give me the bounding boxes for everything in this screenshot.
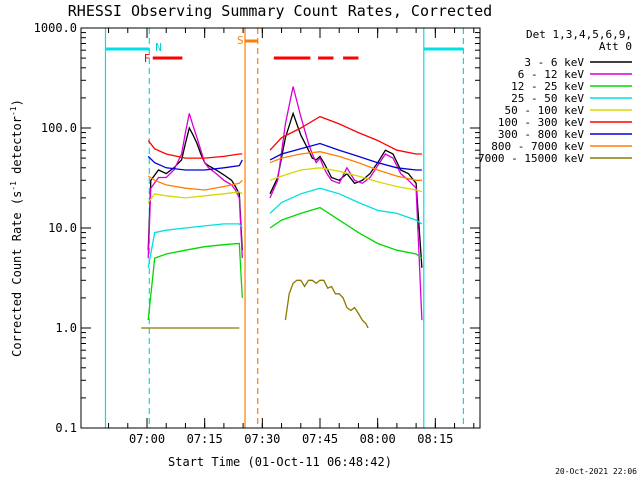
annotation-f-label: F [144,52,151,65]
annotation-bars: N S F [105,34,464,65]
y-tick-label: 100.0 [41,121,77,135]
chart-title: RHESSI Observing Summary Count Rates, Co… [68,2,492,20]
legend-header-line2: Att 0 [599,40,632,53]
x-tick-label: 08:00 [360,432,396,446]
series-line-4 [269,167,423,193]
y-axis-label-main: Corrected Count Rate (s [10,191,24,357]
y-axis-label: Corrected Count Rate (s-1 detector-1) [9,99,24,357]
series-line-3 [269,187,423,225]
legend-entry-label: 7000 - 15000 keV [478,152,584,165]
series-line-8 [284,279,369,329]
y-axis-label-mid: detector [10,116,24,181]
legend-entry-label: 50 - 100 keV [505,104,585,117]
legend-entry-label: 100 - 300 keV [498,116,584,129]
series-line-2 [269,206,423,259]
series-lines [141,86,423,329]
x-tick-label: 07:30 [244,432,280,446]
series-line-3 [147,223,243,268]
series-line-0 [269,111,423,268]
legend-entry-label: 300 - 800 keV [498,128,584,141]
series-line-4 [147,191,243,203]
y-tick-label: 10.0 [48,221,77,235]
x-axis-label: Start Time (01-Oct-11 06:48:42) [168,455,392,469]
timestamp: 20-Oct-2021 22:06 [555,467,637,476]
legend-entry-label: 800 - 7000 keV [491,140,584,153]
y-axis-ticks: 1000.0 100.0 10.0 1.0 0.1 [34,21,480,435]
series-line-6 [269,142,422,171]
legend-entry-label: 12 - 25 keV [511,80,584,93]
x-axis-ticks: 07:00 07:15 07:30 07:45 08:00 08:15 [108,28,475,446]
y-axis-label-sup1: -1 [9,181,18,191]
annotation-s-label: S [237,34,244,47]
series-line-7 [147,175,243,191]
y-tick-label: 0.1 [55,421,77,435]
x-tick-label: 07:45 [302,432,338,446]
x-tick-label: 07:15 [187,432,223,446]
series-line-7 [269,151,422,181]
legend-entry-label: 3 - 6 keV [524,56,584,69]
y-tick-label: 1.0 [55,321,77,335]
series-line-2 [147,242,243,321]
series-line-5 [269,115,422,155]
x-tick-label: 08:15 [417,432,453,446]
legend-entry-label: 6 - 12 keV [518,68,585,81]
series-line-0 [147,126,243,251]
y-axis-label-sup2: -1 [9,106,18,116]
series-line-5 [147,140,243,159]
series-line-6 [147,155,243,171]
series-line-1 [269,86,423,321]
legend-header-line1: Det 1,3,4,5,6,9, [526,28,632,41]
x-tick-label: 07:00 [129,432,165,446]
boundary-lines [104,28,464,428]
annotation-n-label: N [155,41,162,54]
legend-entry-label: 25 - 50 keV [511,92,584,105]
y-tick-label: 1000.0 [34,21,77,35]
y-axis-label-end: ) [10,99,24,106]
plot-frame [80,27,481,429]
